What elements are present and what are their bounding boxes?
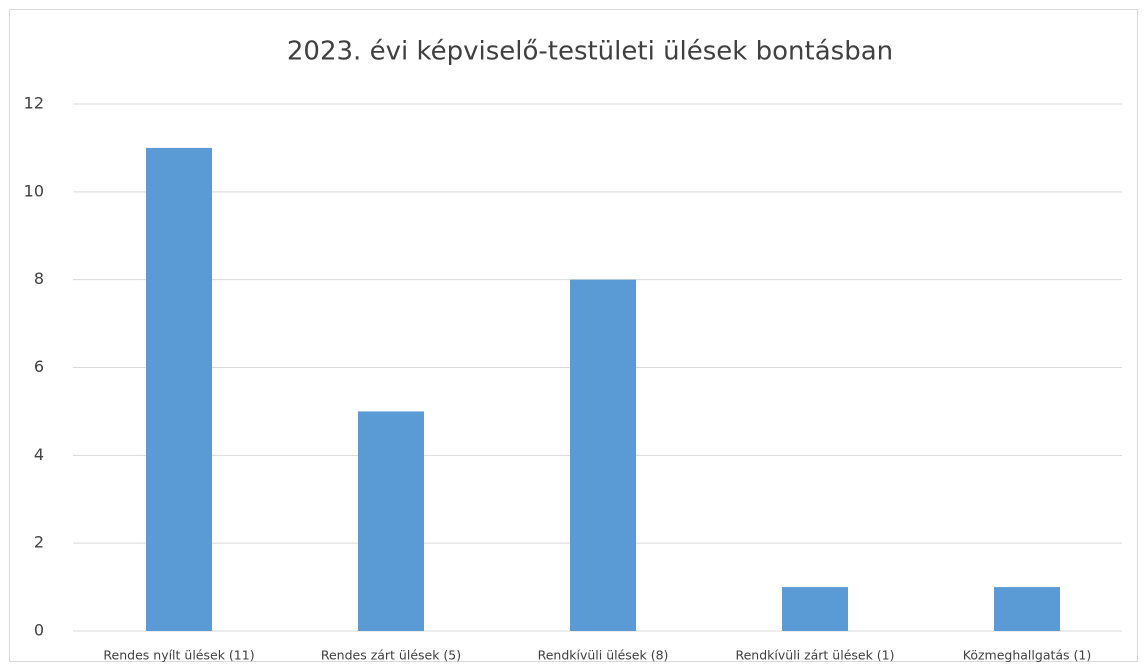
chart-title: 2023. évi képviselő-testületi ülések bon… bbox=[287, 37, 893, 67]
y-tick-label: 4 bbox=[34, 445, 44, 464]
y-tick-label: 10 bbox=[24, 181, 44, 200]
x-tick-label: Rendkívüli zárt ülések (1) bbox=[735, 648, 894, 663]
y-tick-label: 8 bbox=[34, 269, 44, 288]
bar bbox=[358, 411, 424, 631]
bar bbox=[782, 587, 848, 631]
y-tick-label: 2 bbox=[34, 533, 44, 552]
y-tick-label: 12 bbox=[24, 94, 44, 113]
y-tick-label: 0 bbox=[34, 621, 44, 640]
bar bbox=[994, 587, 1060, 631]
x-tick-label: Rendes zárt ülések (5) bbox=[321, 648, 461, 663]
bar bbox=[146, 147, 212, 631]
x-tick-label: Rendes nyílt ülések (11) bbox=[103, 648, 254, 663]
y-tick-label: 6 bbox=[34, 357, 44, 376]
x-tick-label: Rendkívüli ülések (8) bbox=[538, 648, 669, 663]
bar bbox=[570, 279, 636, 631]
x-tick-label: Közmeghallgatás (1) bbox=[963, 648, 1091, 663]
